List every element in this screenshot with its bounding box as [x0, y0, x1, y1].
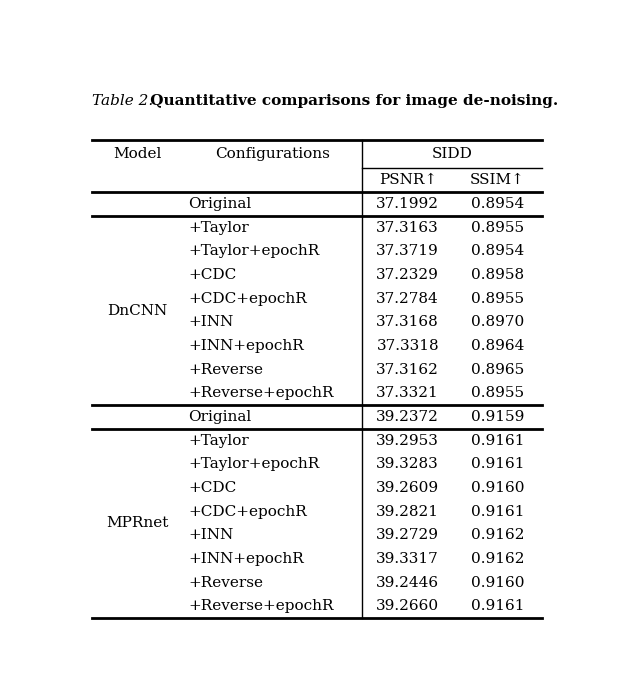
Text: +INN: +INN [188, 315, 234, 329]
Text: 37.1992: 37.1992 [376, 197, 439, 211]
Text: +Reverse: +Reverse [188, 363, 263, 377]
Text: Table 2.: Table 2. [91, 94, 153, 108]
Text: +Reverse: +Reverse [188, 576, 263, 590]
Text: 37.2784: 37.2784 [376, 292, 439, 306]
Text: 39.3317: 39.3317 [376, 552, 439, 566]
Text: 39.2609: 39.2609 [376, 481, 439, 495]
Text: 39.3283: 39.3283 [376, 457, 439, 471]
Text: +INN+epochR: +INN+epochR [188, 339, 304, 353]
Text: 37.3318: 37.3318 [376, 339, 439, 353]
Text: SSIM↑: SSIM↑ [470, 173, 525, 187]
Text: Model: Model [113, 147, 161, 161]
Text: 37.3162: 37.3162 [376, 363, 439, 377]
Text: 0.8954: 0.8954 [471, 244, 524, 258]
Text: 0.8955: 0.8955 [471, 221, 524, 235]
Text: 0.8970: 0.8970 [471, 315, 524, 329]
Text: 0.8964: 0.8964 [471, 339, 524, 353]
Text: PSNR↑: PSNR↑ [379, 173, 437, 187]
Text: 37.3719: 37.3719 [376, 244, 439, 258]
Text: SIDD: SIDD [431, 147, 473, 161]
Text: 0.8958: 0.8958 [471, 268, 524, 282]
Text: 0.9159: 0.9159 [471, 410, 524, 424]
Text: MPRnet: MPRnet [106, 517, 168, 530]
Text: 0.9161: 0.9161 [471, 505, 524, 519]
Text: +CDC: +CDC [188, 481, 237, 495]
Text: 37.3168: 37.3168 [376, 315, 439, 329]
Text: 39.2372: 39.2372 [376, 410, 439, 424]
Text: 37.3163: 37.3163 [376, 221, 439, 235]
Text: 0.9161: 0.9161 [471, 457, 524, 471]
Text: DnCNN: DnCNN [107, 304, 167, 318]
Text: Quantitative comparisons for image de-noising.: Quantitative comparisons for image de-no… [145, 94, 559, 108]
Text: 0.8955: 0.8955 [471, 386, 524, 401]
Text: Configurations: Configurations [215, 147, 330, 161]
Text: +INN: +INN [188, 528, 234, 542]
Text: 0.9162: 0.9162 [471, 528, 524, 542]
Text: +CDC: +CDC [188, 268, 237, 282]
Text: 39.2446: 39.2446 [376, 576, 439, 590]
Text: 0.9161: 0.9161 [471, 433, 524, 447]
Text: +Taylor+epochR: +Taylor+epochR [188, 457, 320, 471]
Text: +INN+epochR: +INN+epochR [188, 552, 304, 566]
Text: 0.9160: 0.9160 [471, 576, 524, 590]
Text: 0.8955: 0.8955 [471, 292, 524, 306]
Text: 39.2660: 39.2660 [376, 599, 439, 613]
Text: +Reverse+epochR: +Reverse+epochR [188, 599, 334, 613]
Text: +Taylor: +Taylor [188, 433, 249, 447]
Text: +Taylor+epochR: +Taylor+epochR [188, 244, 320, 258]
Text: +Reverse+epochR: +Reverse+epochR [188, 386, 334, 401]
Text: Original: Original [188, 410, 252, 424]
Text: 0.8954: 0.8954 [471, 197, 524, 211]
Text: 0.8965: 0.8965 [471, 363, 524, 377]
Text: 0.9162: 0.9162 [471, 552, 524, 566]
Text: 39.2729: 39.2729 [376, 528, 439, 542]
Text: 37.2329: 37.2329 [376, 268, 439, 282]
Text: +CDC+epochR: +CDC+epochR [188, 292, 307, 306]
Text: 39.2821: 39.2821 [376, 505, 439, 519]
Text: +CDC+epochR: +CDC+epochR [188, 505, 307, 519]
Text: 37.3321: 37.3321 [376, 386, 439, 401]
Text: 0.9160: 0.9160 [471, 481, 524, 495]
Text: 0.9161: 0.9161 [471, 599, 524, 613]
Text: Original: Original [188, 197, 252, 211]
Text: +Taylor: +Taylor [188, 221, 249, 235]
Text: 39.2953: 39.2953 [376, 433, 439, 447]
